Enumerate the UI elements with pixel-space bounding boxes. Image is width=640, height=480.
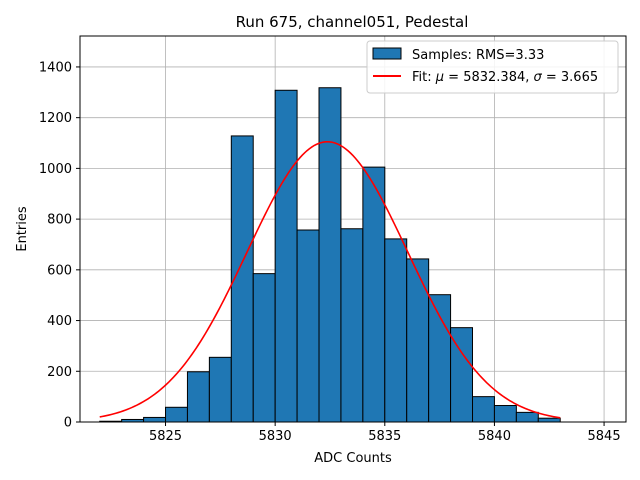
legend-box: [366, 40, 619, 94]
axis-ticks: 5825 5830 5835 5840 5845 0 200 400 600 800 1000 120…: [39, 60, 621, 444]
x-tick-label: 5840: [478, 429, 511, 444]
gaussian-fit-curve: [99, 140, 561, 419]
legend-fit-label: Fit: μ = 5832.384, σ = 3.665: [412, 70, 598, 85]
histogram-bar: [186, 371, 210, 423]
legend-samples-swatch: [372, 47, 402, 60]
legend: Samples: RMS=3.33 Fit: μ = 5832.384, σ =…: [366, 40, 619, 94]
histogram-bar: [537, 417, 561, 423]
histogram-bar: [274, 89, 298, 423]
x-tick-label: 5830: [259, 429, 292, 444]
y-tick-label: 0: [64, 416, 72, 431]
y-tick-label: 200: [47, 365, 72, 380]
y-tick-label: 1400: [39, 60, 72, 75]
histogram-bar: [165, 406, 188, 423]
histogram-bar: [143, 416, 167, 423]
histogram-bar: [208, 356, 232, 423]
fit-curve-group: [99, 140, 561, 419]
histogram-bar: [252, 273, 276, 423]
histogram-bar: [318, 87, 342, 423]
x-tick-label: 5835: [368, 429, 401, 444]
x-tick-label: 5845: [588, 429, 621, 444]
histogram-bar: [472, 396, 495, 423]
histogram-bar: [406, 258, 430, 423]
y-tick-label: 400: [47, 314, 72, 329]
histogram-bar: [296, 229, 320, 423]
y-tick-label: 1200: [39, 111, 72, 126]
histogram-bar: [428, 294, 452, 423]
histogram-bar: [515, 411, 539, 423]
histogram-bar: [493, 405, 517, 423]
y-tick-label: 600: [47, 263, 72, 278]
plot-frame: [79, 35, 627, 423]
histogram-bars: [99, 87, 561, 423]
y-tick-label: 1000: [39, 162, 72, 177]
histogram-bar: [384, 238, 408, 423]
histogram-bar: [340, 228, 364, 423]
chart-title: Run 675, channel051, Pedestal: [236, 13, 469, 31]
y-axis-label: Entries: [15, 206, 30, 252]
x-axis-label: ADC Counts: [314, 451, 392, 466]
histogram-bar: [362, 166, 386, 423]
x-tick-label: 5825: [149, 429, 182, 444]
y-tick-label: 800: [47, 213, 72, 228]
legend-samples-label: Samples: RMS=3.33: [412, 48, 544, 63]
